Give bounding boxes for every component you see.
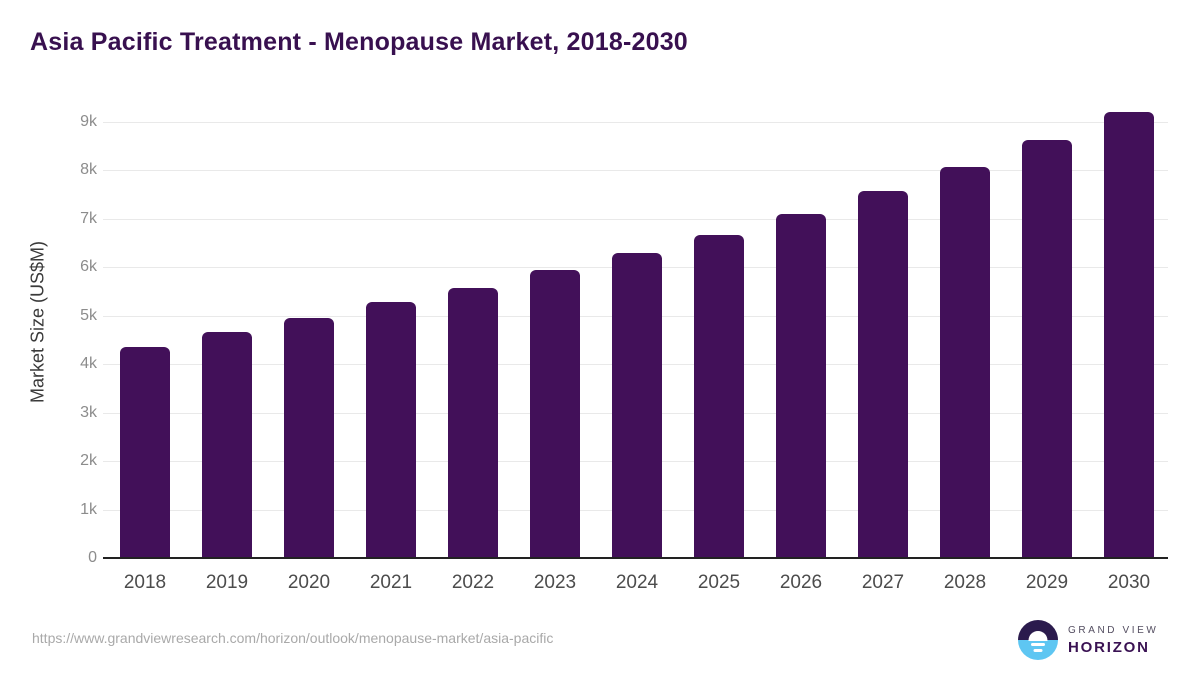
x-tick-2019: 2019 (205, 572, 249, 593)
logo-line2: HORIZON (1068, 638, 1150, 656)
y-tick-7k: 7k (80, 209, 97, 227)
y-tick-3k: 3k (80, 403, 97, 421)
source-url: https://www.grandviewresearch.com/horizo… (32, 630, 554, 646)
y-tick-6k: 6k (80, 258, 97, 276)
bar-2029[interactable] (1022, 140, 1072, 558)
sun-dome-shape (1028, 631, 1048, 641)
y-tick-5k: 5k (80, 306, 97, 324)
bar-2025[interactable] (694, 234, 744, 558)
bar-2026[interactable] (776, 213, 826, 558)
y-tick-0: 0 (88, 549, 97, 566)
horizon-sun-icon (1018, 620, 1058, 660)
chart-title: Asia Pacific Treatment - Menopause Marke… (30, 28, 688, 56)
y-tick-8k: 8k (80, 161, 97, 179)
chart-plot-area (103, 97, 1168, 559)
y-axis-title: Market Size (US$M) (27, 240, 48, 404)
y-tick-1k: 1k (80, 500, 97, 518)
x-tick-2023: 2023 (533, 572, 577, 593)
gridline-9k (103, 121, 1168, 123)
sun-reflection-bar (1033, 648, 1043, 652)
x-axis-line (103, 557, 1168, 559)
bar-2022[interactable] (448, 287, 498, 558)
x-tick-2018: 2018 (123, 572, 167, 593)
y-tick-4k: 4k (80, 355, 97, 373)
bar-2018[interactable] (120, 347, 170, 558)
x-tick-2021: 2021 (369, 572, 413, 593)
gridline-8k (103, 170, 1168, 172)
bar-2030[interactable] (1104, 111, 1154, 558)
bar-2028[interactable] (940, 166, 990, 558)
y-tick-2k: 2k (80, 452, 97, 470)
y-tick-9k: 9k (80, 112, 97, 130)
gridline-7k (103, 218, 1168, 220)
x-tick-2024: 2024 (615, 572, 659, 593)
x-tick-2026: 2026 (779, 572, 823, 593)
x-tick-2025: 2025 (697, 572, 741, 593)
x-tick-2029: 2029 (1025, 572, 1069, 593)
x-tick-2028: 2028 (943, 572, 987, 593)
bar-2023[interactable] (530, 270, 580, 558)
x-tick-2020: 2020 (287, 572, 331, 593)
x-tick-2022: 2022 (451, 572, 495, 593)
grandview-horizon-logo: GRAND VIEW HORIZON (1018, 620, 1158, 660)
bar-2021[interactable] (366, 302, 416, 558)
sun-reflection-bar (1031, 643, 1045, 646)
logo-line1: GRAND VIEW (1068, 624, 1159, 636)
x-tick-2027: 2027 (861, 572, 905, 593)
bar-2019[interactable] (202, 332, 252, 558)
x-tick-2030: 2030 (1107, 572, 1151, 593)
bar-2027[interactable] (858, 190, 908, 558)
bar-2020[interactable] (284, 317, 334, 558)
bar-2024[interactable] (612, 252, 662, 558)
